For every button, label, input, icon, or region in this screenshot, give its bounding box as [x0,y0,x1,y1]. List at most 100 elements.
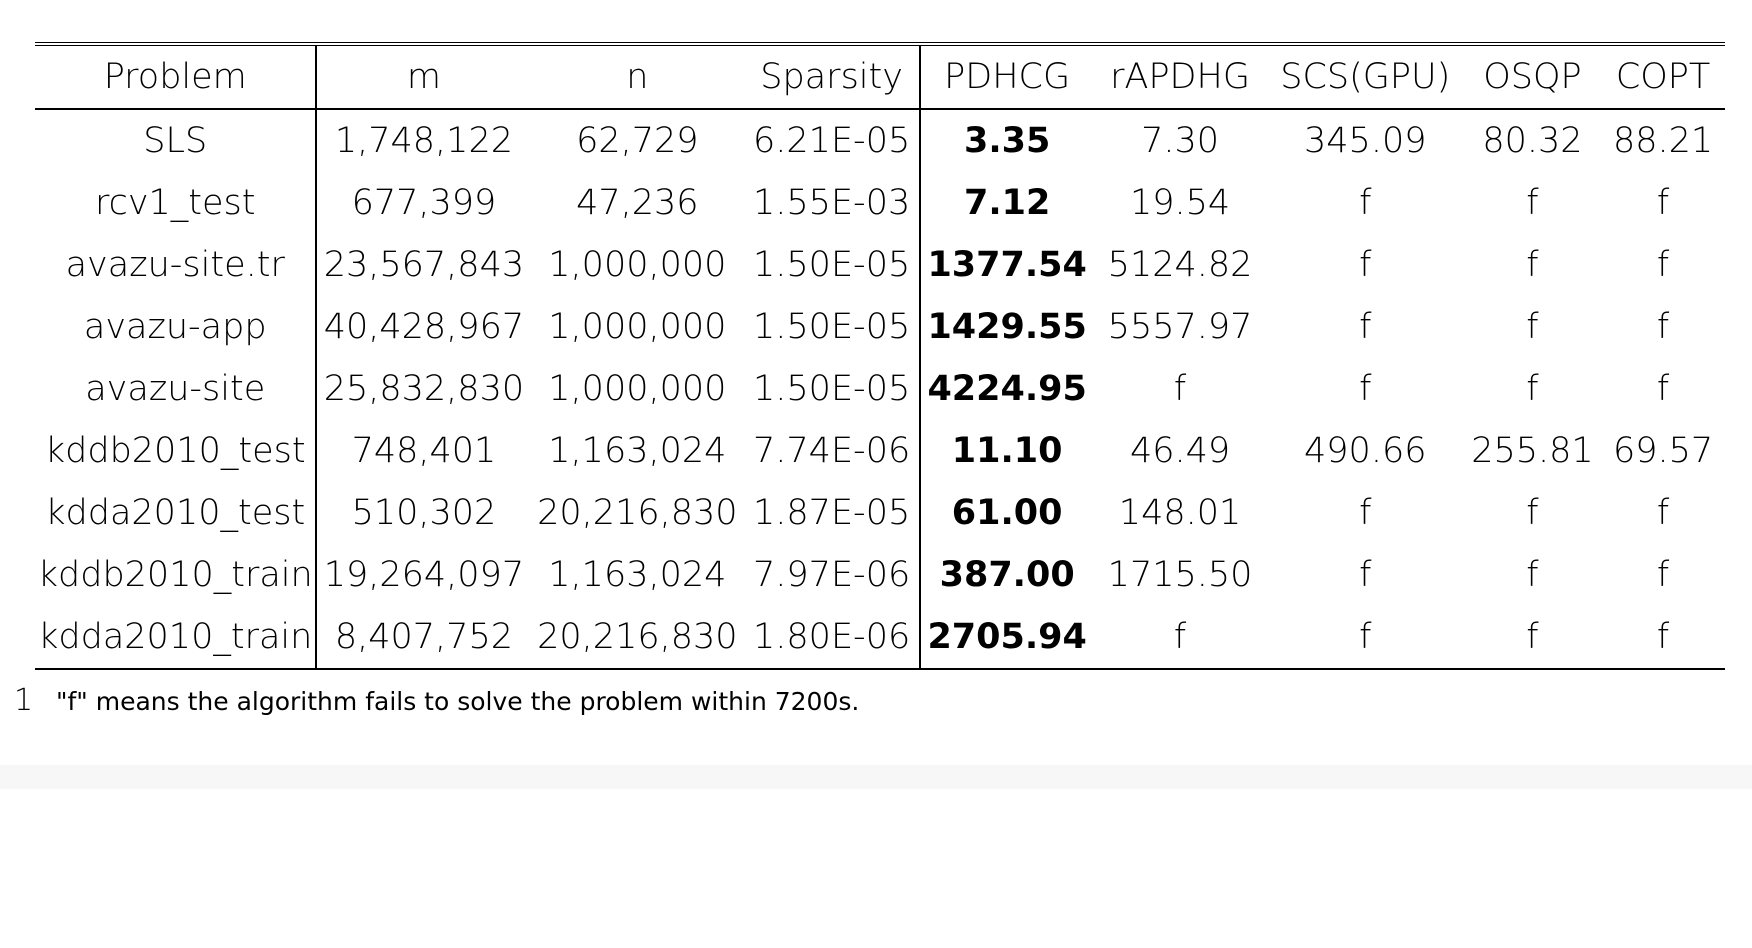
cell-m: 19,264,097 [323,555,525,595]
cell-scs-gpu: 490.66 [1304,431,1427,471]
cell-scs-gpu: f [1359,369,1372,409]
cell-rapdhg: 7.30 [1141,121,1219,161]
cell-pdhcg: 1429.55 [927,307,1087,347]
cell-sparsity: 1.50E-05 [744,296,921,358]
table-row: avazu-site 25,832,830 1,000,000 1.50E-05 422… [35,358,1725,420]
header-osqp: OSQP [1463,44,1602,110]
cell-scs-gpu: 345.09 [1304,121,1427,161]
cell-sparsity: 1.80E-06 [744,606,921,669]
cell-rapdhg: f [1173,369,1187,409]
cell-scs-gpu: f [1359,493,1372,533]
cell-m: 1,748,122 [334,121,513,161]
cell-osqp: 80.32 [1482,121,1583,161]
cell-m: 40,428,967 [323,307,525,347]
cell-problem: kdda2010_test [35,482,318,544]
cell-m: 510,302 [351,493,497,533]
cell-rapdhg: 5557.97 [1107,307,1253,347]
cell-scs-gpu: f [1359,617,1372,657]
cell-osqp: f [1526,493,1539,533]
cell-osqp: 255.81 [1471,431,1594,471]
cell-rapdhg: 19.54 [1129,183,1231,223]
table-row: kddb2010_train 19,264,097 1,163,024 7.97E-0… [35,544,1725,606]
page-bottom-band [0,765,1752,789]
cell-rapdhg: 148.01 [1118,493,1242,533]
cell-pdhcg: 4224.95 [927,369,1087,409]
cell-m: 677,399 [351,183,497,223]
cell-sparsity: 1.55E-03 [744,172,921,234]
cell-copt: f [1656,307,1670,347]
cell-scs-gpu: f [1359,183,1372,223]
header-rapdhg: rAPDHG [1093,44,1267,110]
cell-copt: 69.57 [1612,431,1714,471]
cell-n: 1,000,000 [548,369,727,409]
footnote-mark: 1 [14,683,34,718]
cell-osqp: f [1526,245,1539,285]
cell-osqp: f [1526,617,1539,657]
cell-osqp: f [1526,369,1539,409]
cell-problem: SLS [35,109,318,172]
header-sparsity: Sparsity [744,44,921,110]
cell-n: 1,163,024 [548,431,727,471]
table-row: SLS 1,748,122 62,729 6.21E-05 3.35 7.30 345.09… [35,109,1725,172]
header-m: m [316,44,531,110]
cell-n: 1,163,024 [548,555,727,595]
cell-sparsity: 1.50E-05 [744,358,921,420]
cell-m: 748,401 [351,431,497,471]
cell-rapdhg: 1715.50 [1107,555,1253,595]
cell-sparsity: 6.21E-05 [744,109,921,172]
cell-problem: rcv1_test [35,172,318,234]
cell-m: 23,567,843 [323,245,525,285]
cell-problem: avazu-app [35,296,318,358]
cell-rapdhg: 5124.82 [1107,245,1253,285]
cell-sparsity: 7.74E-06 [744,420,921,482]
footnote-text: "f" means the algorithm fails to solve t… [56,687,860,716]
cell-copt: f [1656,555,1670,595]
header-scs-gpu: SCS(GPU) [1266,44,1464,110]
cell-pdhcg: 3.35 [963,121,1051,161]
cell-scs-gpu: f [1359,245,1372,285]
cell-scs-gpu: f [1359,555,1372,595]
header-row: Problem m n Sparsity PDHCG rAPDHG SCS(GP… [35,44,1725,110]
table-row: kdda2010_train 8,407,752 20,216,830 1.80E-0… [35,606,1725,669]
cell-n: 1,000,000 [548,307,727,347]
cell-problem: kdda2010_train [35,606,318,669]
table-row: kdda2010_test 510,302 20,216,830 1.87E-05 61… [35,482,1725,544]
header-pdhcg: PDHCG [919,44,1094,110]
header-problem: Problem [35,44,318,110]
cell-osqp: f [1526,307,1539,347]
table-row: avazu-site.tr 23,567,843 1,000,000 1.50E-05… [35,234,1725,296]
cell-copt: f [1656,183,1670,223]
cell-copt: f [1656,617,1670,657]
cell-sparsity: 7.97E-06 [744,544,921,606]
cell-pdhcg: 2705.94 [927,617,1087,657]
table-row: kddb2010_test 748,401 1,163,024 7.74E-06 11.… [35,420,1725,482]
header-copt: COPT [1601,44,1725,110]
cell-n: 1,000,000 [548,245,727,285]
cell-pdhcg: 1377.54 [927,245,1087,285]
cell-pdhcg: 61.00 [951,493,1063,533]
cell-sparsity: 1.87E-05 [744,482,921,544]
cell-n: 20,216,830 [537,617,738,657]
cell-rapdhg: f [1173,617,1187,657]
cell-problem: kddb2010_test [35,420,318,482]
cell-osqp: f [1526,183,1539,223]
cell-pdhcg: 7.12 [963,183,1051,223]
cell-sparsity: 1.50E-05 [744,234,921,296]
cell-n: 62,729 [576,121,699,161]
cell-copt: f [1656,369,1670,409]
cell-n: 20,216,830 [537,493,738,533]
cell-m: 25,832,830 [323,369,525,409]
results-table: Problem m n Sparsity PDHCG rAPDHG SCS(GP… [35,42,1725,670]
footnote: 1 "f" means the algorithm fails to solve … [14,683,859,718]
cell-rapdhg: 46.49 [1129,431,1231,471]
cell-problem: avazu-site [35,358,318,420]
cell-copt: f [1656,245,1670,285]
cell-copt: 88.21 [1612,121,1714,161]
cell-osqp: f [1526,555,1539,595]
cell-pdhcg: 387.00 [939,555,1075,595]
cell-n: 47,236 [576,183,699,223]
cell-copt: f [1656,493,1670,533]
cell-scs-gpu: f [1359,307,1372,347]
cell-m: 8,407,752 [334,617,513,657]
